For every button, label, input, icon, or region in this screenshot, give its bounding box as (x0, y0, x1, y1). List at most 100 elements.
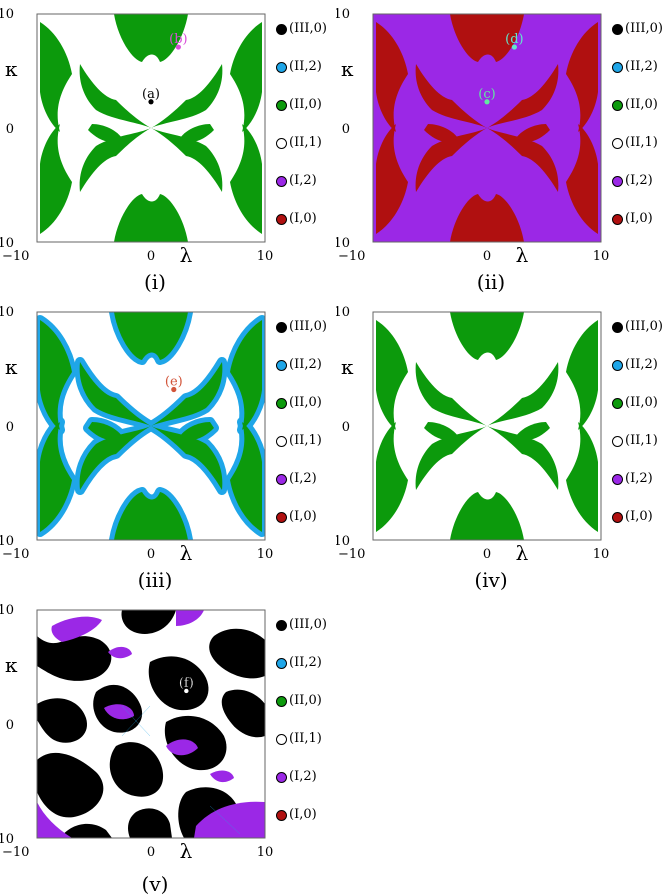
legend-label: (II,2) (289, 655, 322, 670)
legend-label: (III,0) (289, 21, 327, 36)
y-axis-label: κ (341, 355, 354, 379)
data-point (183, 687, 190, 694)
y-tick-bottom: −10 (0, 832, 14, 847)
x-axis-label: λ (516, 541, 529, 565)
legend-label: (II,2) (625, 59, 658, 74)
legend-label: (III,0) (625, 319, 663, 334)
x-tick-left: −10 (2, 249, 29, 264)
legend-label: (II,2) (289, 357, 322, 372)
y-tick-middle: 0 (6, 122, 14, 137)
x-axis-label: λ (516, 243, 529, 267)
legend-item: (I,2) (612, 174, 668, 212)
y-axis-label: κ (341, 57, 354, 81)
y-tick-top: 10 (336, 305, 350, 320)
y-tick-bottom: −10 (0, 534, 14, 549)
legend-label: (II,0) (289, 693, 322, 708)
panel-caption: (iii) (137, 568, 173, 592)
legend-item: (I,0) (276, 212, 332, 250)
plot-ii: 10 0 −10 −10 0 10 κ λ (c) (d) (336, 7, 610, 267)
x-tick-left: −10 (338, 249, 365, 264)
panel-ii: 10 0 −10 −10 0 10 κ λ (c) (d) (ii) (III,0… (336, 0, 668, 294)
plot-v: 10 0 −10 −10 0 10 κ λ (f) (0, 603, 273, 863)
legend-item: (III,0) (276, 22, 332, 60)
legend-swatch (276, 322, 287, 333)
x-tick-right: 10 (593, 249, 610, 264)
region-iii-0 (37, 610, 265, 838)
legend-swatch (276, 474, 287, 485)
y-axis-label: κ (5, 653, 18, 677)
y-tick-top: 10 (0, 603, 14, 618)
data-point (175, 44, 181, 50)
plot-frame (372, 311, 602, 541)
legend-item: (II,0) (276, 98, 332, 136)
data-point (171, 386, 177, 393)
legend-label: (II,1) (289, 433, 322, 448)
legend-swatch (612, 436, 623, 447)
legend-item: (III,0) (276, 320, 332, 358)
y-tick-middle: 0 (6, 420, 14, 435)
legend-swatch (612, 512, 623, 523)
data-point (148, 99, 154, 105)
region-ii-0 (376, 312, 598, 540)
legend-label: (II,2) (289, 59, 322, 74)
legend-label: (I,2) (289, 769, 317, 784)
y-tick-bottom: −10 (336, 534, 350, 549)
legend-item: (I,2) (612, 472, 668, 510)
region-ii-0 (40, 312, 262, 540)
legend-item: (II,1) (612, 434, 668, 472)
panel-iii: 10 0 −10 −10 0 10 κ λ (e) (iii) (III,0)(… (0, 298, 332, 592)
y-tick-middle: 0 (342, 420, 350, 435)
y-tick-middle: 0 (6, 718, 14, 733)
legend-swatch (276, 734, 287, 745)
legend-label: (II,0) (625, 395, 658, 410)
x-tick-right: 10 (593, 547, 610, 562)
legend-label: (I,0) (289, 211, 317, 226)
x-axis-label: λ (180, 839, 193, 863)
panel-caption: (iv) (474, 568, 508, 592)
legend-label: (II,2) (625, 357, 658, 372)
panel-v: 10 0 −10 −10 0 10 κ λ (f) (v) (III,0)(II… (0, 596, 332, 894)
region-i-2 (37, 610, 265, 838)
legend: (III,0) (II,2) (II,0) (II,1) (I,2) (I,0) (276, 22, 332, 250)
y-tick-top: 10 (0, 7, 14, 22)
legend-item: (I,2) (276, 770, 332, 808)
legend-swatch (612, 214, 623, 225)
panel-iv: 10 0 −10 −10 0 10 κ λ (iv) (III,0) (II,2)… (336, 298, 668, 592)
legend-item: (I,0) (276, 808, 332, 846)
legend-swatch (276, 620, 287, 631)
legend-item: (II,1) (276, 136, 332, 174)
y-tick-top: 10 (336, 7, 350, 22)
legend-swatch (276, 214, 287, 225)
region-i-0 (376, 14, 598, 242)
region-ii-2-lines (121, 705, 241, 835)
legend-label: (II,0) (289, 395, 322, 410)
plot-i: 10 0 −10 −10 0 10 κ λ (a) (b) (0, 7, 274, 267)
data-point-label: (e) (165, 375, 183, 390)
legend-label: (I,0) (289, 807, 317, 822)
plot-frame (36, 609, 266, 839)
panel-caption: (ii) (476, 270, 506, 294)
panel-caption: (i) (143, 270, 166, 294)
legend-label: (III,0) (289, 319, 327, 334)
legend-item: (I,0) (612, 510, 668, 548)
legend-item: (III,0) (612, 22, 668, 60)
legend: (III,0) (II,2) (II,0) (II,1) (I,2) (I,0) (612, 320, 668, 548)
x-tick-right: 10 (257, 249, 274, 264)
legend: (III,0) (II,2) (II,0) (II,1) (I,2) (I,0) (612, 22, 668, 250)
legend-item: (I,2) (276, 174, 332, 212)
legend-label: (II,1) (289, 731, 322, 746)
x-tick-middle: 0 (483, 249, 491, 264)
x-tick-middle: 0 (147, 547, 155, 562)
legend-item: (III,0) (276, 618, 332, 656)
legend-item: (II,2) (276, 656, 332, 694)
region-ii-0 (40, 14, 262, 242)
data-point (484, 99, 490, 105)
legend-label: (II,1) (625, 135, 658, 150)
x-tick-middle: 0 (147, 249, 155, 264)
legend-label: (II,1) (625, 433, 658, 448)
x-tick-middle: 0 (147, 845, 155, 860)
legend: (III,0) (II,2) (II,0) (II,1) (I,2) (I,0) (276, 618, 332, 846)
legend-swatch (276, 696, 287, 707)
legend-label: (I,0) (625, 509, 653, 524)
legend-swatch (276, 810, 287, 821)
